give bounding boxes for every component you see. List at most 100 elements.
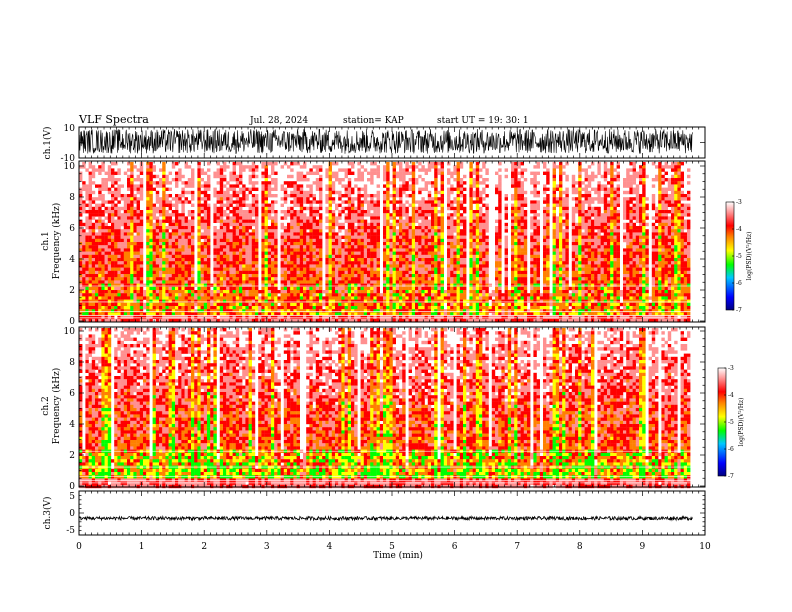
- spectrogram-cell: [290, 181, 294, 185]
- spectrogram-cell: [437, 302, 441, 307]
- spectrogram-cell: [159, 309, 163, 313]
- spectrogram-cell: [114, 190, 118, 195]
- spectrogram-cell: [357, 168, 361, 172]
- spectrogram-cell: [424, 232, 428, 236]
- spectrogram-cell: [411, 254, 416, 259]
- spectrogram-cell: [120, 238, 124, 243]
- spectrogram-cell: [248, 210, 252, 214]
- spectrogram-cell: [149, 248, 153, 252]
- spectrogram-cell: [175, 286, 179, 291]
- spectrogram-cell: [447, 264, 451, 268]
- spectrogram-cell: [136, 267, 140, 271]
- spectrogram-cell: [197, 245, 201, 249]
- spectrogram-cell: [418, 277, 422, 281]
- spectrogram-cell: [427, 274, 432, 278]
- spectrogram-cell: [175, 315, 179, 319]
- spectrogram-cell: [280, 216, 284, 220]
- spectrogram-cell: [392, 248, 396, 252]
- spectrogram-cell: [280, 296, 284, 300]
- spectrogram-cell: [440, 309, 444, 313]
- spectrogram-cell: [200, 245, 204, 249]
- spectrogram-cell: [264, 286, 268, 291]
- spectrogram-cell: [207, 203, 211, 207]
- spectrogram-cell: [354, 251, 358, 255]
- spectrogram-cell: [165, 302, 169, 307]
- spectrogram-cell: [187, 270, 192, 275]
- spectrogram-cell: [216, 312, 220, 316]
- spectrogram-cell: [181, 309, 185, 313]
- spectrogram-cell: [197, 200, 201, 204]
- spectrogram-cell: [216, 216, 220, 220]
- spectrogram-cell: [226, 232, 230, 236]
- spectrogram-cell: [373, 261, 377, 265]
- spectrogram-cell: [373, 242, 377, 246]
- spectrogram-cell: [424, 219, 428, 223]
- spectrogram-cell: [232, 264, 236, 268]
- spectrogram-cell: [184, 232, 188, 236]
- spectrogram-cell: [245, 187, 249, 191]
- spectrogram-cell: [127, 168, 131, 172]
- spectrogram-cell: [175, 203, 179, 207]
- spectrogram-cell: [149, 245, 153, 249]
- spectrogram-cell: [200, 264, 204, 268]
- spectrogram-cell: [184, 181, 188, 185]
- spectrogram-cell: [127, 238, 131, 243]
- spectrogram-cell: [264, 283, 268, 287]
- spectrogram-cell: [207, 238, 211, 243]
- spectrogram-cell: [79, 290, 83, 294]
- spectrogram-cell: [440, 171, 444, 175]
- spectrogram-cell: [91, 315, 96, 319]
- spectrogram-cell: [267, 286, 272, 291]
- spectrogram-cell: [383, 213, 387, 217]
- spectrogram-cell: [213, 232, 217, 236]
- spectrogram-cell: [101, 235, 105, 239]
- spectrogram-cell: [242, 226, 246, 230]
- spectrogram-cell: [418, 290, 422, 294]
- spectrogram-cell: [216, 293, 220, 297]
- spectrogram-cell: [261, 258, 265, 262]
- spectrogram-cell: [447, 194, 451, 198]
- spectrogram-cell: [434, 222, 438, 227]
- spectrogram-cell: [184, 277, 188, 281]
- spectrogram-cell: [421, 277, 425, 281]
- spectrogram-cell: [101, 238, 105, 243]
- spectrogram-cell: [338, 222, 342, 227]
- spectrogram-cell: [335, 309, 339, 313]
- spectrogram-cell: [363, 309, 368, 313]
- spectrogram-cell: [85, 245, 89, 249]
- spectrogram-cell: [130, 174, 134, 179]
- spectrogram-cell: [171, 197, 176, 201]
- spectrogram-cell: [200, 216, 204, 220]
- spectrogram-cell: [325, 264, 329, 268]
- spectrogram-cell: [168, 187, 172, 191]
- spectrogram-cell: [296, 277, 300, 281]
- spectrogram-cell: [178, 293, 182, 297]
- spectrogram-cell: [255, 203, 259, 207]
- spectrogram-cell: [283, 293, 288, 297]
- spectrogram-cell: [162, 203, 166, 207]
- spectrogram-cell: [216, 270, 220, 275]
- spectrogram-cell: [440, 222, 444, 227]
- spectrogram-cell: [229, 283, 233, 287]
- spectrogram-cell: [111, 299, 115, 303]
- spectrogram-cell: [325, 283, 329, 287]
- spectrogram-cell: [223, 190, 227, 195]
- spectrogram-cell: [175, 200, 179, 204]
- spectrogram-cell: [299, 171, 304, 175]
- spectrogram-cell: [411, 174, 416, 179]
- spectrogram-cell: [191, 229, 195, 233]
- spectrogram-cell: [421, 293, 425, 297]
- spectrogram-cell: [271, 235, 275, 239]
- spectrogram-cell: [415, 283, 419, 287]
- spectrogram-cell: [277, 296, 281, 300]
- spectrogram-cell: [341, 290, 345, 294]
- spectrogram-cell: [392, 242, 396, 246]
- spectrogram-cell: [251, 168, 256, 172]
- spectrogram-cell: [293, 200, 297, 204]
- spectrogram-cell: [120, 306, 124, 310]
- spectrogram-cell: [258, 302, 262, 307]
- spectrogram-cell: [159, 235, 163, 239]
- spectrogram-cell: [213, 309, 217, 313]
- spectrogram-cell: [181, 229, 185, 233]
- spectrogram-cell: [101, 312, 105, 316]
